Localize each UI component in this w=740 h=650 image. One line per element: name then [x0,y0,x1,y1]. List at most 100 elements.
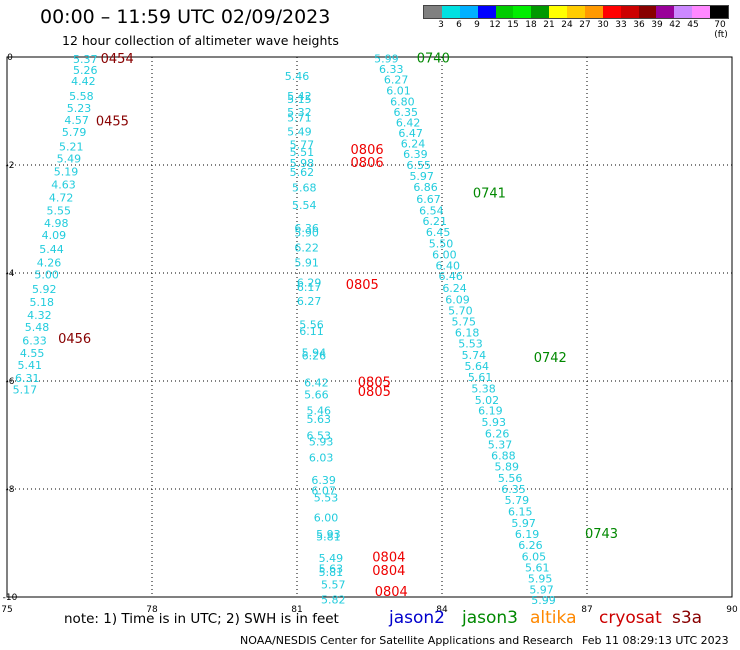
wave-height-label: 5.92 [32,283,57,296]
wave-height-label: 5.55 [46,204,71,217]
wave-height-label: 6.00 [314,512,339,525]
x-tick-label: 81 [291,605,302,615]
y-tick-label: -10 [3,593,18,603]
wave-height-label: 6.45 [426,226,451,239]
wave-height-label: 4.72 [49,191,74,204]
colorbar-label: 36 [633,20,645,30]
wave-height-label: 5.56 [498,472,523,485]
wave-height-label: 5.81 [319,566,344,579]
wave-height-label: 6.36 [294,222,319,235]
wave-height-label: 5.63 [319,562,344,575]
colorbar-label: 45 [687,20,699,30]
wave-height-label: 5.77 [290,138,315,151]
colorbar-swatch [710,6,728,18]
wave-height-label: 6.42 [396,116,421,129]
wave-height-label: 5.64 [465,360,490,373]
colorbar-swatch [531,6,550,18]
wave-height-label: 4.09 [42,229,67,242]
plot-frame [6,56,733,598]
colorbar-label: 9 [474,20,480,30]
wave-height-label: 5.93 [309,435,334,448]
wave-height-label: 5.93 [481,416,506,429]
colorbar-label: 12 [489,20,501,30]
wave-height-label: 5.58 [69,90,94,103]
wave-height-label: 6.07 [311,485,336,498]
credit-text: NOAA/NESDIS Center for Satellite Applica… [240,634,574,647]
wave-height-label: 6.67 [416,193,441,206]
time-label: 0741 [473,187,506,202]
wave-height-label: 6.33 [22,335,47,348]
time-label: 0806 [351,143,384,158]
time-label: 0742 [534,351,567,366]
colorbar-label: 42 [669,20,681,30]
note-text: note: 1) Time is in UTC; 2) SWH is in fe… [64,611,339,627]
wave-height-label: 5.26 [73,64,98,77]
wave-height-label: 6.35 [394,106,419,119]
wave-height-label: 4.63 [51,178,76,191]
legend-jason3: jason3 [462,608,518,628]
wave-height-label: 5.71 [287,111,312,124]
wave-height-label: 6.86 [413,181,438,194]
legend-altika: altika [530,608,577,628]
wave-height-label: 5.17 [13,384,38,397]
wave-height-label: 5.49 [57,153,82,166]
colorbar-label: 30 [597,20,609,30]
colorbar-label: 39 [651,20,663,30]
colorbar-label: 18 [525,20,537,30]
wave-height-label: 5.21 [59,141,84,154]
wave-height-label: 6.21 [423,215,448,228]
axes: 75 78 81 84 87 90 0 -2 -4 -6 -8 -10 [1,53,738,615]
wave-height-label: 4.55 [20,347,45,360]
colorbar-swatch [638,6,657,18]
time-label: 0456 [58,332,91,347]
wave-height-label: 5.38 [471,383,496,396]
colorbar-label: 27 [579,20,591,30]
wave-height-label: 5.49 [319,552,344,565]
wave-height-label: 5.02 [475,394,500,407]
wave-height-label: 5.91 [294,257,319,270]
colorbar-swatch [424,6,442,18]
colorbar-swatch [549,6,567,18]
time-label: 0804 [372,564,405,579]
colorbar-swatch [495,6,514,18]
x-tick-label: 75 [1,605,12,615]
x-tick-label: 87 [581,605,592,615]
x-tick-label: 78 [146,605,158,615]
wave-height-label: 5.81 [316,531,341,544]
colorbar-label: 33 [615,20,627,30]
colorbar-swatch [656,6,675,18]
wave-height-label: 6.15 [508,506,533,519]
wave-height-label: 5.62 [290,166,315,179]
wave-height-label: 5.41 [17,359,42,372]
x-tick-label: 84 [436,605,448,615]
y-tick-label: 0 [7,53,13,63]
wave-height-label: 5.99 [531,594,556,607]
y-tick-label: -6 [6,377,15,387]
wave-height-label: 6.18 [455,326,480,339]
wave-height-label: 6.22 [294,242,319,255]
data-marks: 5.375.264.425.585.234.575.795.215.495.19… [13,52,618,608]
time-label: 0805 [346,278,379,293]
wave-height-label: 6.03 [309,452,334,465]
wave-height-label: 6.31 [15,372,40,385]
colorbar-label: 21 [543,20,555,30]
wave-height-label: 5.50 [429,237,454,250]
wave-height-label: 6.46 [438,270,463,283]
y-tick-label: -2 [6,161,15,171]
wave-height-label: 4.57 [64,114,89,127]
y-tick-label: -4 [6,269,15,279]
wave-height-label: 6.19 [515,528,540,541]
x-tick-label: 90 [726,605,738,615]
wave-height-label: 5.53 [314,492,339,505]
time-label: 0455 [96,114,129,129]
wave-height-label: 5.99 [374,53,399,66]
wave-height-label: 5.95 [528,573,553,586]
wave-height-label: 6.39 [403,148,428,161]
wave-height-label: 5.79 [62,126,87,139]
colorbar-swatch [584,6,603,18]
colorbar-swatch [477,6,496,18]
wave-height-label: 5.79 [505,494,530,507]
wave-height-label: 6.11 [299,325,324,338]
wave-height-label: 6.05 [522,551,547,564]
wave-height-label: 5.19 [54,165,79,178]
